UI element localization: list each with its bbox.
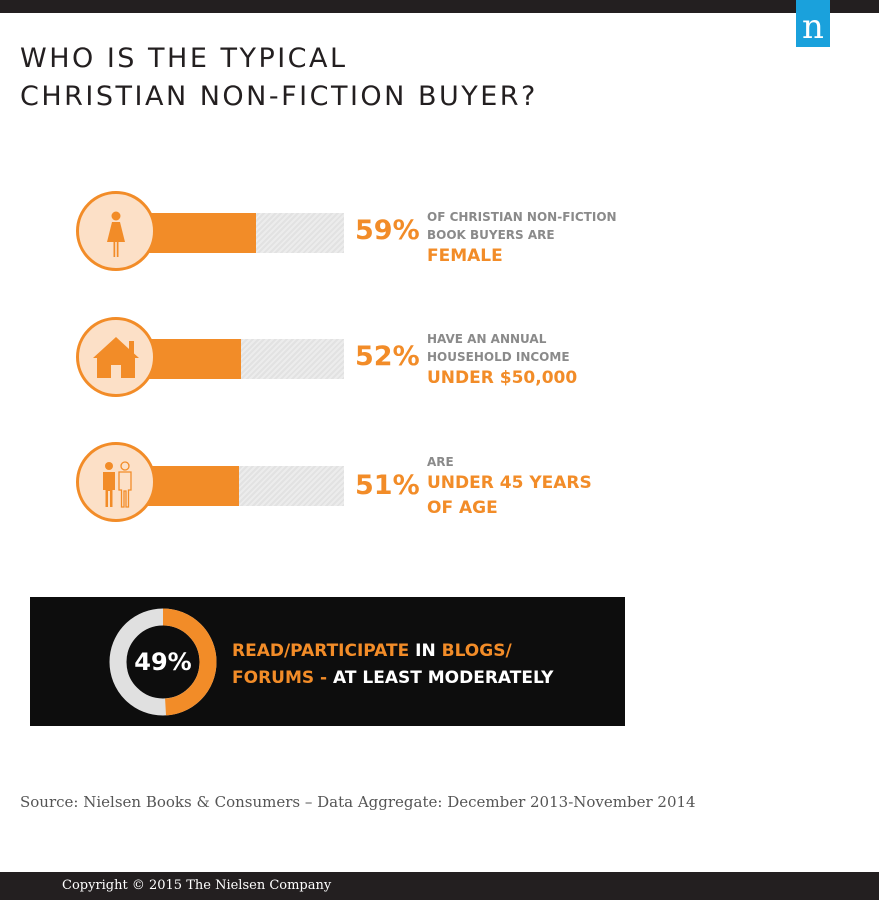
stat-row-female: 59% OF CHRISTIAN NON-FICTION BOOK BUYERS…: [0, 183, 879, 283]
title-line-2: CHRISTIAN NON-FICTION BUYER?: [20, 81, 538, 112]
stat-desc-line: HAVE AN ANNUAL: [427, 332, 547, 346]
footer-bar: Copyright © 2015 The Nielsen Company: [0, 872, 879, 900]
page-title: WHO IS THE TYPICAL CHRISTIAN NON-FICTION…: [20, 40, 780, 116]
stat-percent: 51%: [355, 470, 420, 501]
stat-description: HAVE AN ANNUAL HOUSEHOLD INCOME UNDER $5…: [427, 330, 577, 391]
female-icon-circle: [76, 191, 156, 271]
stat-percent: 59%: [355, 215, 420, 246]
blogs-text-part: BLOGS/: [441, 641, 512, 661]
stat-highlight: FEMALE: [427, 246, 503, 266]
stat-bar-track: [130, 466, 344, 506]
blogs-donut: [109, 608, 217, 716]
stat-row-income: 52% HAVE AN ANNUAL HOUSEHOLD INCOME UNDE…: [0, 309, 879, 409]
stat-highlight: UNDER $50,000: [427, 368, 578, 388]
stat-highlight: OF AGE: [427, 498, 498, 518]
blogs-panel: 49% READ/PARTICIPATE IN BLOGS/ FORUMS - …: [30, 597, 625, 726]
stat-desc-line: BOOK BUYERS ARE: [427, 228, 555, 242]
stat-desc-line: ARE: [427, 455, 454, 469]
stat-bar-track: [130, 339, 344, 379]
blogs-text-part: IN: [409, 641, 442, 661]
top-bar: [0, 0, 879, 13]
nielsen-logo: n: [796, 0, 830, 47]
stat-highlight: UNDER 45 YEARS: [427, 473, 592, 493]
donut-value-arc: [109, 608, 217, 716]
female-icon: [107, 211, 125, 257]
people-icon: [103, 461, 132, 508]
house-icon: [93, 337, 139, 378]
title-line-1: WHO IS THE TYPICAL: [20, 43, 348, 74]
blogs-text-part: AT LEAST MODERATELY: [333, 668, 554, 688]
blogs-description: READ/PARTICIPATE IN BLOGS/ FORUMS - AT L…: [232, 638, 553, 692]
blogs-text-part: FORUMS -: [232, 668, 334, 688]
stat-row-age: 51% ARE UNDER 45 YEARS OF AGE: [0, 436, 879, 536]
stat-bar-track: [130, 213, 344, 253]
stat-desc-line: OF CHRISTIAN NON-FICTION: [427, 210, 617, 224]
blogs-text-part: READ/PARTICIPATE: [232, 641, 410, 661]
source-note: Source: Nielsen Books & Consumers – Data…: [20, 793, 696, 811]
copyright-text: Copyright © 2015 The Nielsen Company: [62, 878, 332, 893]
stat-percent: 52%: [355, 341, 420, 372]
stat-desc-line: HOUSEHOLD INCOME: [427, 350, 570, 364]
stat-description: OF CHRISTIAN NON-FICTION BOOK BUYERS ARE…: [427, 208, 617, 269]
stat-description: ARE UNDER 45 YEARS OF AGE: [427, 453, 592, 521]
house-icon-circle: [76, 317, 156, 397]
people-icon-circle: [76, 442, 156, 522]
blogs-percent: 49%: [134, 648, 192, 676]
